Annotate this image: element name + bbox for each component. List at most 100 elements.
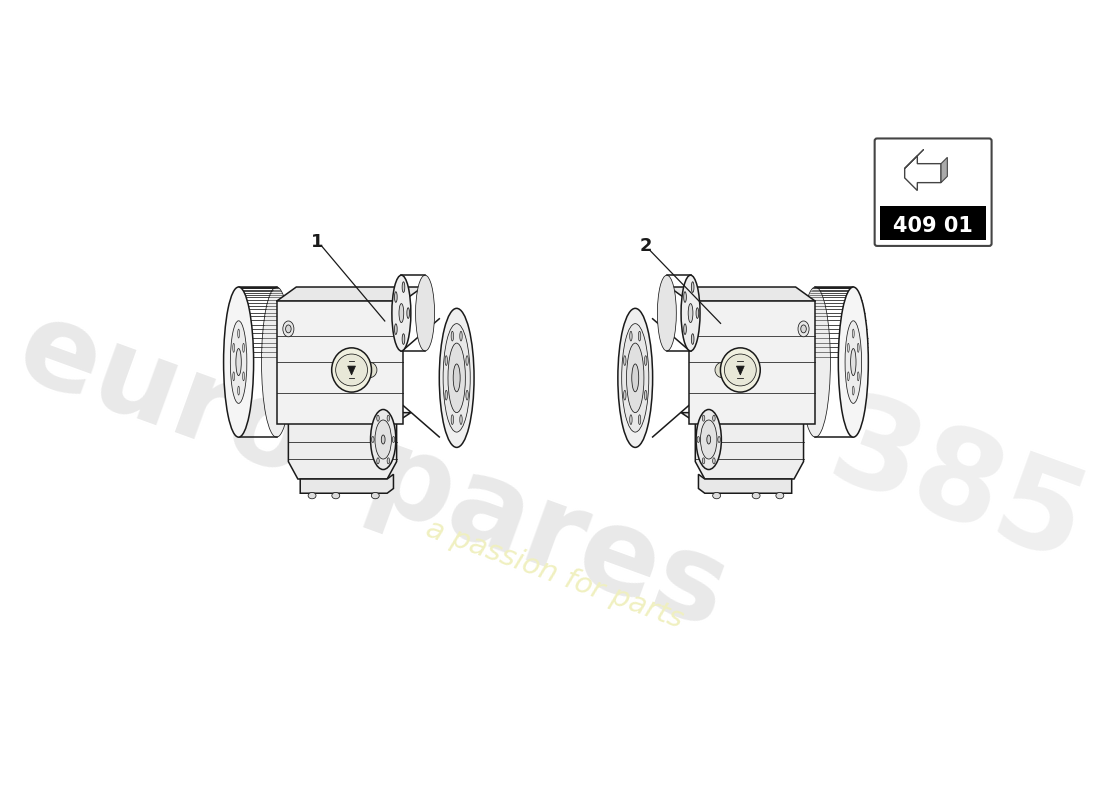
- Ellipse shape: [387, 458, 389, 464]
- Ellipse shape: [235, 349, 241, 375]
- Ellipse shape: [631, 364, 639, 392]
- Ellipse shape: [375, 420, 392, 459]
- Ellipse shape: [638, 331, 641, 341]
- Ellipse shape: [416, 275, 434, 351]
- Polygon shape: [698, 474, 792, 494]
- Polygon shape: [904, 150, 924, 169]
- Ellipse shape: [629, 414, 632, 425]
- Polygon shape: [669, 287, 815, 302]
- Ellipse shape: [697, 437, 700, 442]
- Ellipse shape: [376, 415, 380, 421]
- Ellipse shape: [629, 331, 632, 341]
- Ellipse shape: [638, 414, 641, 425]
- Ellipse shape: [645, 390, 647, 400]
- Ellipse shape: [713, 415, 715, 421]
- Ellipse shape: [336, 354, 367, 386]
- Ellipse shape: [230, 321, 246, 403]
- Ellipse shape: [286, 325, 292, 333]
- Ellipse shape: [720, 348, 760, 392]
- Polygon shape: [689, 302, 815, 424]
- Ellipse shape: [453, 364, 460, 392]
- Polygon shape: [681, 413, 803, 422]
- Text: 409 01: 409 01: [893, 216, 974, 236]
- Ellipse shape: [233, 372, 234, 381]
- Polygon shape: [288, 413, 410, 422]
- Text: 2: 2: [639, 237, 652, 255]
- Ellipse shape: [332, 348, 372, 392]
- Ellipse shape: [624, 356, 626, 366]
- Ellipse shape: [624, 390, 626, 400]
- Ellipse shape: [718, 437, 721, 442]
- Ellipse shape: [392, 275, 410, 351]
- Text: 385: 385: [814, 386, 1100, 588]
- Ellipse shape: [466, 390, 469, 400]
- Ellipse shape: [684, 292, 686, 302]
- Ellipse shape: [702, 415, 705, 421]
- Ellipse shape: [691, 334, 694, 344]
- Ellipse shape: [847, 372, 849, 381]
- Ellipse shape: [857, 343, 859, 352]
- Ellipse shape: [702, 458, 705, 464]
- Ellipse shape: [395, 324, 397, 334]
- Ellipse shape: [618, 308, 652, 447]
- Ellipse shape: [460, 414, 462, 425]
- Ellipse shape: [443, 324, 470, 432]
- Ellipse shape: [857, 372, 859, 381]
- Ellipse shape: [689, 304, 693, 322]
- Ellipse shape: [283, 321, 294, 337]
- Polygon shape: [276, 287, 422, 302]
- Polygon shape: [276, 302, 403, 424]
- Ellipse shape: [243, 372, 244, 381]
- Ellipse shape: [776, 493, 784, 498]
- Ellipse shape: [852, 329, 855, 338]
- Ellipse shape: [387, 415, 389, 421]
- Ellipse shape: [645, 356, 647, 366]
- Ellipse shape: [223, 287, 254, 437]
- Text: a passion for parts: a passion for parts: [422, 514, 688, 634]
- Ellipse shape: [852, 386, 855, 395]
- Ellipse shape: [308, 493, 316, 498]
- Ellipse shape: [376, 458, 380, 464]
- Ellipse shape: [658, 275, 676, 351]
- Ellipse shape: [393, 437, 395, 442]
- Ellipse shape: [403, 282, 405, 293]
- Polygon shape: [300, 474, 394, 494]
- Ellipse shape: [752, 493, 760, 498]
- Ellipse shape: [691, 282, 694, 293]
- Ellipse shape: [332, 493, 340, 498]
- Ellipse shape: [715, 362, 730, 378]
- Ellipse shape: [439, 308, 474, 447]
- Ellipse shape: [451, 331, 453, 341]
- Bar: [880, 206, 986, 240]
- Ellipse shape: [801, 287, 830, 437]
- Ellipse shape: [361, 362, 377, 378]
- Polygon shape: [736, 366, 745, 375]
- Ellipse shape: [696, 410, 722, 470]
- Ellipse shape: [399, 304, 404, 322]
- Ellipse shape: [696, 308, 698, 318]
- Ellipse shape: [701, 420, 717, 459]
- Polygon shape: [288, 422, 397, 479]
- Ellipse shape: [451, 414, 453, 425]
- Ellipse shape: [407, 308, 409, 318]
- Ellipse shape: [713, 493, 721, 498]
- Ellipse shape: [238, 329, 240, 338]
- Ellipse shape: [372, 493, 379, 498]
- Ellipse shape: [847, 343, 849, 352]
- Ellipse shape: [681, 275, 700, 351]
- Ellipse shape: [372, 437, 374, 442]
- Text: eurospares: eurospares: [2, 290, 744, 653]
- Ellipse shape: [243, 343, 244, 352]
- Ellipse shape: [850, 349, 856, 375]
- Ellipse shape: [371, 410, 396, 470]
- Ellipse shape: [395, 292, 397, 302]
- FancyBboxPatch shape: [874, 138, 991, 246]
- Ellipse shape: [801, 325, 806, 333]
- Ellipse shape: [621, 324, 649, 432]
- Ellipse shape: [627, 343, 644, 413]
- Ellipse shape: [460, 331, 462, 341]
- Ellipse shape: [845, 321, 861, 403]
- Ellipse shape: [446, 356, 448, 366]
- Ellipse shape: [713, 458, 715, 464]
- Polygon shape: [695, 422, 803, 479]
